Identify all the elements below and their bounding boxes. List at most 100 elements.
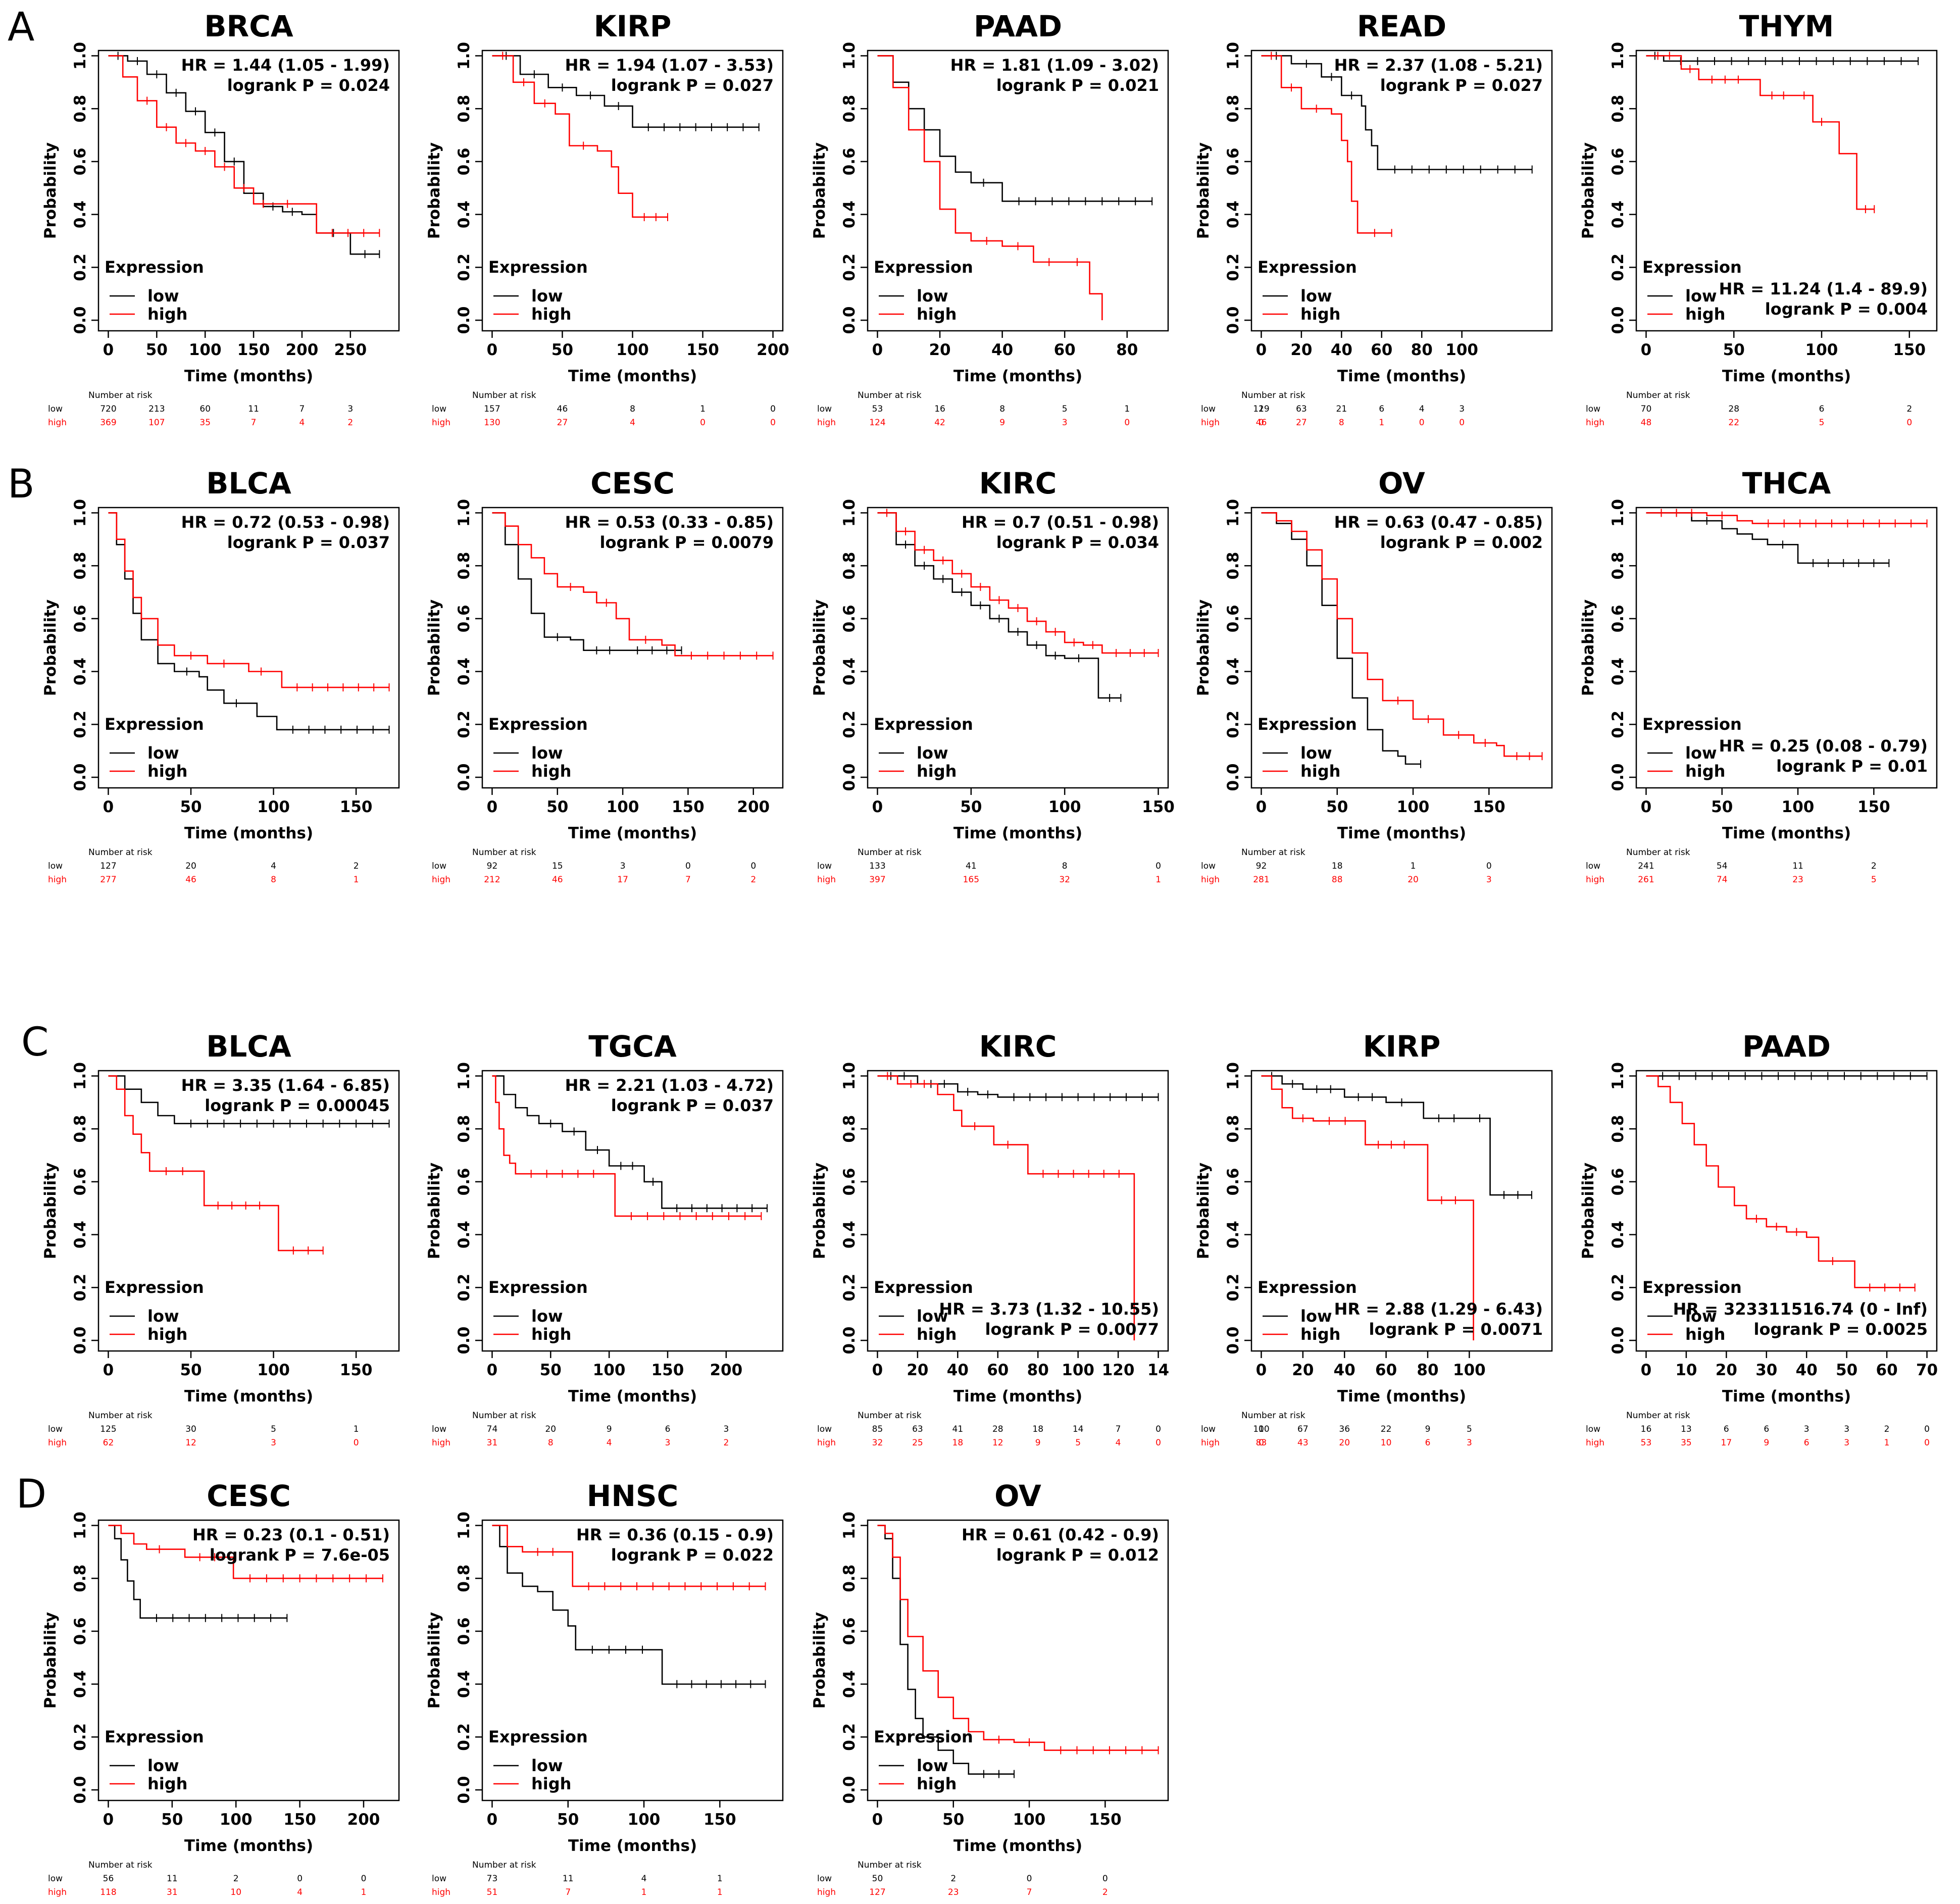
risk-high-value: 18 <box>952 1438 964 1448</box>
plot-frame <box>1635 507 1938 789</box>
logrank-p-text: logrank P = 0.012 <box>996 1545 1159 1565</box>
risk-high-value: 9 <box>999 418 1005 428</box>
series-low-curve <box>492 512 682 652</box>
risk-row-high-label: high <box>1201 1438 1220 1448</box>
plot-frame <box>481 507 784 789</box>
x-axis-label: Time (months) <box>568 1837 697 1855</box>
risk-low-value: 36 <box>1339 1424 1350 1434</box>
risk-low-value: 63 <box>912 1424 923 1434</box>
risk-low-value: 6 <box>1724 1424 1729 1434</box>
x-tick-label: 0 <box>1256 1361 1267 1379</box>
risk-high-value: 88 <box>1332 875 1343 885</box>
section-label-c: C <box>21 1020 48 1065</box>
hazard-ratio-text: HR = 1.94 (1.07 - 3.53) <box>565 56 774 75</box>
x-tick-label: 150 <box>1857 798 1890 816</box>
plot-frame <box>867 1070 1169 1352</box>
y-tick-label: 0.0 <box>1609 1327 1627 1355</box>
series-low-curve <box>492 1075 767 1209</box>
risk-high-value: 42 <box>934 418 945 428</box>
y-axis-label: Probability <box>41 1612 60 1709</box>
risk-high-value: 281 <box>1253 875 1269 885</box>
panel-title: OV <box>994 1479 1041 1513</box>
y-tick-label: 1.0 <box>455 42 473 70</box>
risk-high-value: 23 <box>1792 875 1803 885</box>
risk-low-value: 28 <box>1728 404 1739 414</box>
risk-low-value: 1 <box>700 404 706 414</box>
risk-high-value: 0 <box>770 418 776 428</box>
x-tick-label: 60 <box>987 1361 1009 1379</box>
risk-low-value: 2 <box>354 861 359 871</box>
y-tick-label: 0.4 <box>71 201 89 228</box>
series-high-curve <box>1261 1075 1474 1341</box>
legend-high-label: high <box>531 305 571 324</box>
risk-low-value: 53 <box>872 404 883 414</box>
y-tick-label: 0.6 <box>455 605 473 632</box>
risk-high-value: 31 <box>487 1438 498 1448</box>
risk-high-value: 0 <box>354 1438 359 1448</box>
y-axis-label: Probability <box>811 142 829 239</box>
series-high-curve <box>492 512 773 657</box>
legend-title: Expression <box>105 1278 204 1297</box>
x-axis-label: Time (months) <box>1337 367 1466 385</box>
risk-row-high-label: high <box>817 875 836 885</box>
risk-high-value: 2 <box>347 418 353 428</box>
y-tick-label: 0.8 <box>455 95 473 123</box>
risk-low-value: 0 <box>1486 861 1492 871</box>
x-tick-label: 100 <box>257 1361 290 1379</box>
panel-title: KIRC <box>979 1029 1057 1064</box>
x-tick-label: 60 <box>1375 1361 1397 1379</box>
y-tick-label: 1.0 <box>1609 42 1627 70</box>
series-high-curve <box>1646 512 1927 524</box>
legend-title: Expression <box>1642 1278 1742 1297</box>
hazard-ratio-text: HR = 0.53 (0.33 - 0.85) <box>565 513 774 532</box>
risk-row-high-label: high <box>48 418 67 428</box>
y-tick-label: 1.0 <box>840 1512 859 1539</box>
plot-frame <box>1635 1070 1938 1352</box>
risk-row-low-label: low <box>1201 404 1216 414</box>
y-tick-label: 0.4 <box>840 658 859 685</box>
risk-low-value: 0 <box>685 861 691 871</box>
risk-low-value: 67 <box>1297 1424 1309 1434</box>
legend-low-label: low <box>917 743 948 763</box>
risk-high-value: 25 <box>912 1438 923 1448</box>
plot-frame <box>867 507 1169 789</box>
km-panel-a-brca: BRCA 0.0 0.2 0.4 0.6 0.8 1.0 Probability 0 50 100 1… <box>41 9 400 428</box>
x-axis-label: Time (months) <box>1337 1387 1466 1406</box>
risk-low-value: 6 <box>1764 1424 1769 1434</box>
risk-low-value: 119 <box>1253 404 1269 414</box>
risk-row-high-label: high <box>432 875 450 885</box>
logrank-p-text: logrank P = 0.027 <box>611 76 774 95</box>
hazard-ratio-text: HR = 11.24 (1.4 - 89.9) <box>1719 279 1928 298</box>
risk-low-value: 241 <box>1638 861 1654 871</box>
y-tick-label: 0.8 <box>840 95 859 123</box>
legend-high-label: high <box>531 762 571 781</box>
x-tick-label: 200 <box>737 798 770 816</box>
risk-low-value: 0 <box>1155 1424 1161 1434</box>
risk-low-value: 21 <box>1336 404 1347 414</box>
plot-frame <box>1635 49 1938 332</box>
x-tick-label: 50 <box>546 798 568 816</box>
legend-title: Expression <box>1258 258 1357 277</box>
x-tick-label: 20 <box>1716 1361 1737 1379</box>
panel-title: KIRC <box>979 466 1057 500</box>
plot-frame <box>481 1070 784 1352</box>
risk-row-low-label: low <box>48 404 63 414</box>
y-tick-label: 0.4 <box>455 658 473 685</box>
section-label-b: B <box>8 462 35 507</box>
risk-low-value: 0 <box>770 404 776 414</box>
x-tick-label: 0 <box>487 341 498 359</box>
y-tick-label: 0.0 <box>1609 307 1627 334</box>
risk-high-value: 0 <box>1459 418 1465 428</box>
y-tick-label: 0.8 <box>840 552 859 580</box>
x-axis-label: Time (months) <box>184 1387 313 1406</box>
y-tick-label: 0.2 <box>1224 1274 1242 1301</box>
x-tick-label: 100 <box>1782 798 1815 816</box>
legend-title: Expression <box>1642 715 1742 734</box>
series-low-curve <box>1646 512 1889 564</box>
risk-low-value: 7 <box>1116 1424 1121 1434</box>
risk-low-value: 6 <box>1379 404 1384 414</box>
y-tick-label: 0.2 <box>840 1274 859 1301</box>
